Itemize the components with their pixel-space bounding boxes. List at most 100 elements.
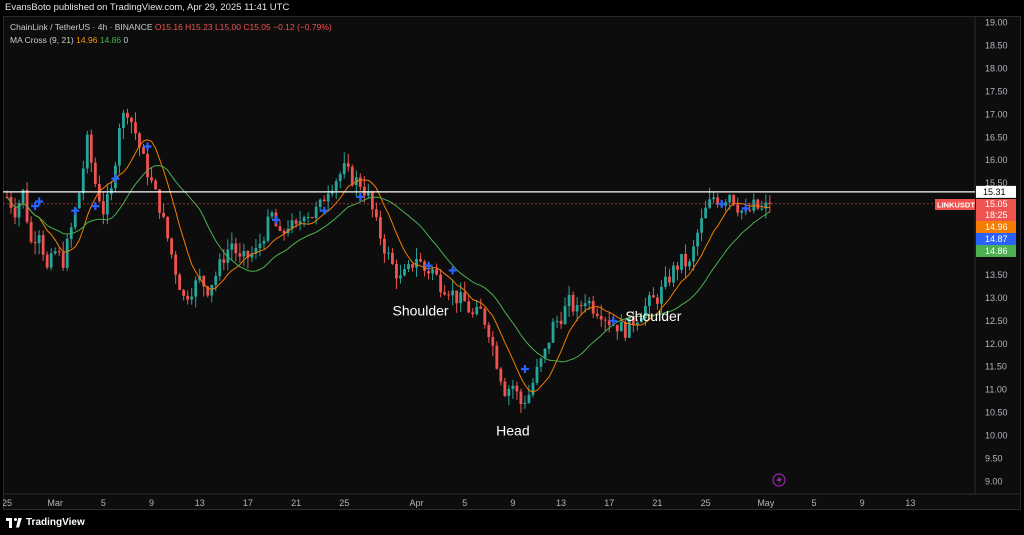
candle-body[interactable] [756,199,760,209]
candle-body[interactable] [495,345,499,369]
candle-body[interactable] [53,251,57,254]
candle-body[interactable] [138,133,141,147]
candle-body[interactable] [81,168,85,194]
candle-body[interactable] [511,385,515,389]
candle-body[interactable] [378,217,382,239]
candle-body[interactable] [170,238,174,255]
candle-body[interactable] [619,321,623,332]
candle-body[interactable] [551,321,555,343]
candle-body[interactable] [258,243,262,248]
candle-body[interactable] [85,134,89,169]
candle-body[interactable] [563,306,567,324]
candle-body[interactable] [350,166,354,186]
candle-body[interactable] [403,269,406,276]
candle-body[interactable] [101,201,105,215]
candle-body[interactable] [41,235,45,255]
candle-body[interactable] [242,251,246,257]
candle-body[interactable] [555,320,559,322]
candle-body[interactable] [122,112,125,129]
candle-body[interactable] [322,199,326,202]
candle-body[interactable] [89,134,93,163]
candle-body[interactable] [740,210,744,213]
candle-body[interactable] [17,202,21,218]
candle-body[interactable] [174,254,178,275]
candle-body[interactable] [278,226,282,231]
candle-body[interactable] [93,162,97,184]
candle-body[interactable] [362,186,366,196]
candle-body[interactable] [575,305,579,312]
candle-body[interactable] [49,253,53,268]
candle-body[interactable] [370,192,374,210]
candle-body[interactable] [599,315,603,320]
candle-body[interactable] [627,317,631,338]
candle-body[interactable] [455,290,459,304]
candle-body[interactable] [676,265,679,270]
candle-body[interactable] [226,249,230,263]
candle-body[interactable] [503,381,507,396]
candle-body[interactable] [519,391,523,404]
candle-body[interactable] [748,209,752,211]
candle-body[interactable] [383,238,386,254]
candle-body[interactable] [547,342,551,349]
candle-body[interactable] [134,122,137,134]
candle-body[interactable] [724,202,728,206]
candle-body[interactable] [342,163,346,175]
candle-body[interactable] [13,207,17,218]
candle-body[interactable] [109,188,113,195]
candle-body[interactable] [97,183,101,202]
candle-body[interactable] [467,301,471,313]
candle-body[interactable] [338,174,342,182]
candle-body[interactable] [531,382,535,395]
indicator-row[interactable]: MA Cross (9, 21) 14.96 14.86 0 [10,34,332,47]
candle-body[interactable] [146,153,149,178]
candle-body[interactable] [358,177,362,187]
candle-body[interactable] [118,128,121,166]
candle-body[interactable] [346,163,350,167]
candle-body[interactable] [65,238,69,268]
candle-body[interactable] [499,368,503,382]
candle-body[interactable] [447,294,451,296]
candle-body[interactable] [57,251,61,253]
candle-body[interactable] [652,295,655,298]
candle-body[interactable] [680,253,683,270]
candle-body[interactable] [451,290,455,296]
candle-body[interactable] [688,261,691,267]
candle-body[interactable] [326,193,330,202]
candle-body[interactable] [708,199,712,208]
candle-body[interactable] [760,208,764,210]
candle-body[interactable] [154,180,157,190]
candle-body[interactable] [668,276,671,283]
candle-body[interactable] [515,385,519,392]
candle-body[interactable] [635,322,639,326]
alert-icon-ring[interactable] [772,473,786,487]
candle-body[interactable] [491,337,495,346]
candle-body[interactable] [73,208,77,228]
candle-body[interactable] [696,232,699,247]
candle-body[interactable] [190,296,194,300]
candle-body[interactable] [443,292,447,295]
candle-body[interactable] [182,289,186,296]
candle-body[interactable] [158,189,161,213]
candle-body[interactable] [186,295,190,300]
candle-body[interactable] [29,221,33,242]
candle-body[interactable] [639,318,643,323]
candle-body[interactable] [194,280,198,297]
candle-body[interactable] [587,301,591,304]
candle-body[interactable] [764,202,768,209]
candle-body[interactable] [595,313,599,316]
candle-body[interactable] [768,202,772,204]
candle-body[interactable] [736,204,740,213]
candle-body[interactable] [728,194,732,203]
candle-body[interactable] [507,388,511,396]
candle-body[interactable] [399,275,402,279]
candle-body[interactable] [607,320,611,325]
candle-body[interactable] [435,269,439,275]
candle-body[interactable] [282,230,286,234]
candle-body[interactable] [310,217,314,219]
candle-body[interactable] [77,193,81,209]
candle-body[interactable] [712,197,716,200]
candle-body[interactable] [250,253,254,258]
candle-body[interactable] [206,286,210,296]
candle-body[interactable] [660,286,663,304]
candle-body[interactable] [543,348,547,359]
